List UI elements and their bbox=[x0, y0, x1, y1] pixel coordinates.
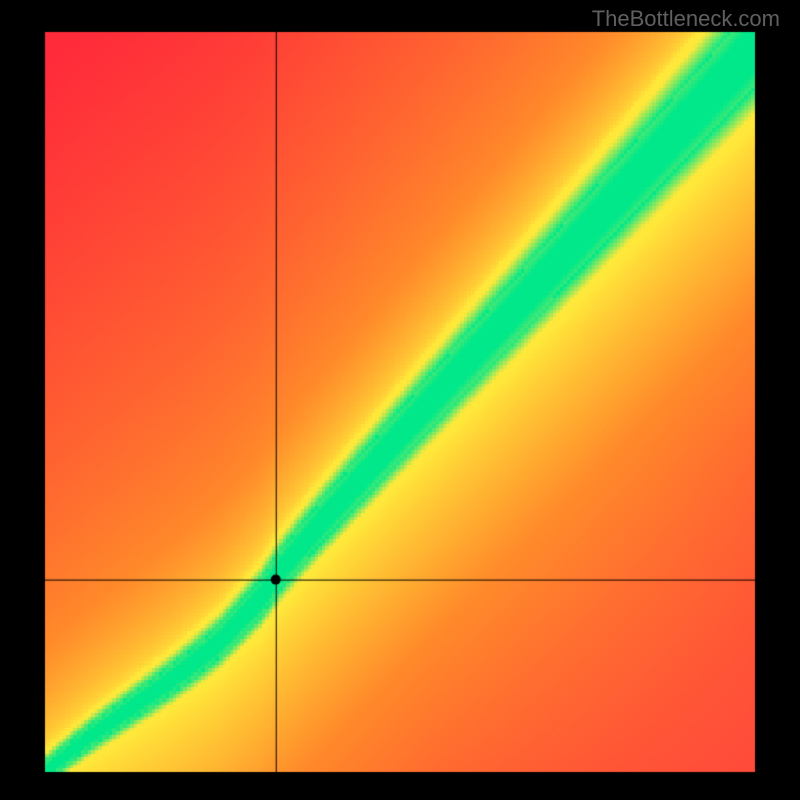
watermark-text: TheBottleneck.com bbox=[592, 6, 780, 32]
chart-container: TheBottleneck.com bbox=[0, 0, 800, 800]
heatmap-canvas bbox=[0, 0, 800, 800]
